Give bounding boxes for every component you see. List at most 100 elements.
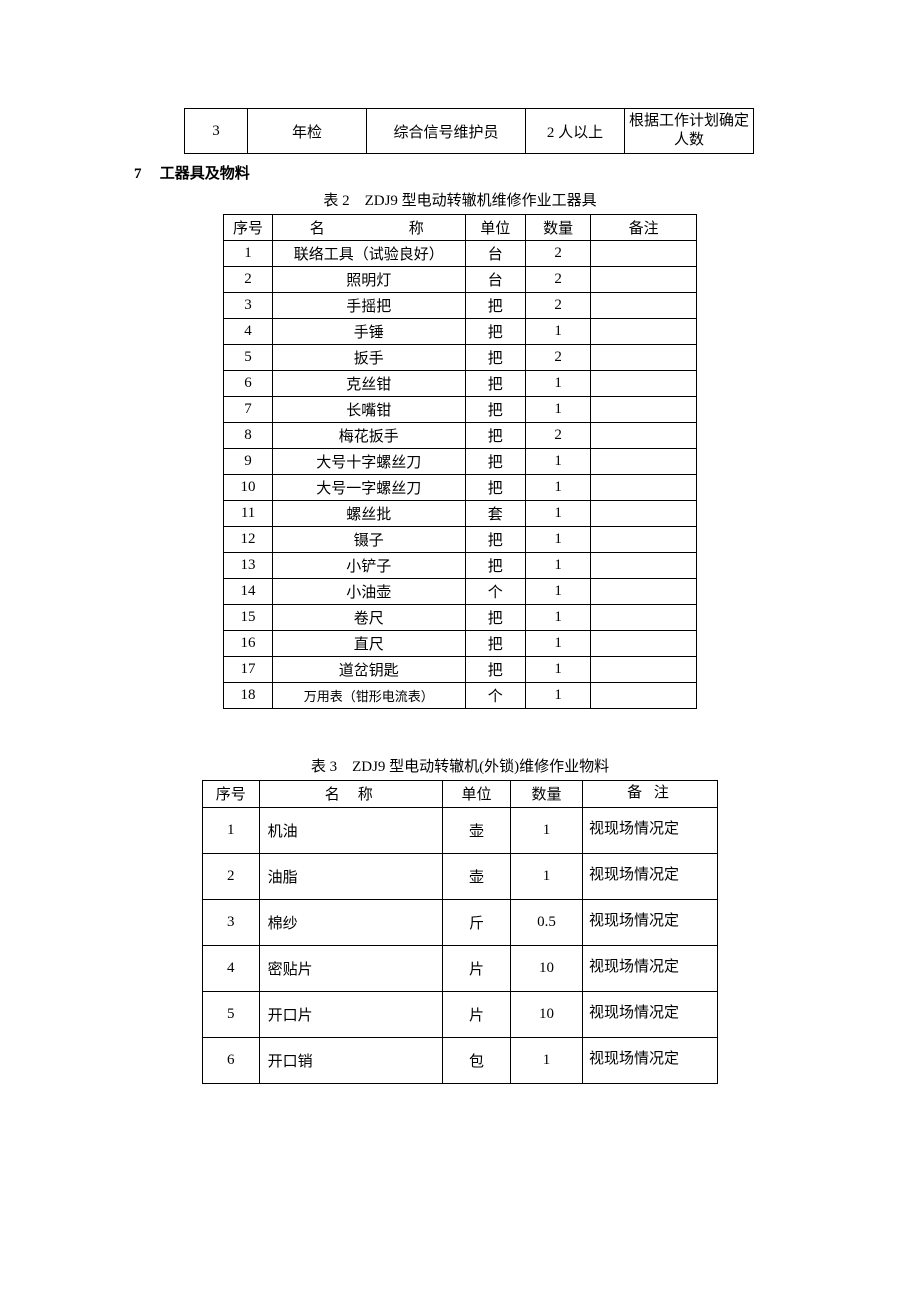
table-row: 13小铲子把1 [224, 553, 697, 579]
cell: 17 [224, 657, 273, 683]
cell: 6 [203, 1037, 260, 1083]
col-unit: 单位 [465, 215, 525, 241]
cell: 1 [525, 605, 590, 631]
cell: 片 [443, 991, 511, 1037]
cell: 油脂 [259, 853, 442, 899]
cell: 14 [224, 579, 273, 605]
cell: 包 [443, 1037, 511, 1083]
cell: 镊子 [273, 527, 465, 553]
cell: 2 [525, 293, 590, 319]
cell: 12 [224, 527, 273, 553]
cell: 1 [525, 631, 590, 657]
cell: 小油壶 [273, 579, 465, 605]
col-name: 名称 [259, 781, 442, 808]
cell [591, 527, 697, 553]
cell: 大号十字螺丝刀 [273, 449, 465, 475]
table-row: 10大号一字螺丝刀把1 [224, 475, 697, 501]
cell: 把 [465, 345, 525, 371]
col-seq: 序号 [203, 781, 260, 808]
cell [591, 553, 697, 579]
col-qty: 数量 [525, 215, 590, 241]
cell: 4 [203, 945, 260, 991]
cell: 1 [203, 807, 260, 853]
cell: 卷尺 [273, 605, 465, 631]
cell-role: 综合信号维护员 [367, 109, 526, 154]
cell: 4 [224, 319, 273, 345]
cell-type: 年检 [248, 109, 367, 154]
cell: 1 [511, 853, 583, 899]
table-row: 14小油壶个1 [224, 579, 697, 605]
table-row: 1联络工具（试验良好）台2 [224, 241, 697, 267]
table-header-row: 序号 名称 单位 数量 备 注 [203, 781, 718, 808]
cell: 2 [525, 241, 590, 267]
cell [591, 267, 697, 293]
cell: 把 [465, 657, 525, 683]
cell: 视现场情况定 [583, 991, 718, 1037]
cell: 1 [525, 371, 590, 397]
cell [591, 397, 697, 423]
cell: 1 [525, 527, 590, 553]
cell: 8 [224, 423, 273, 449]
cell: 梅花扳手 [273, 423, 465, 449]
cell: 3 [224, 293, 273, 319]
col-qty: 数量 [511, 781, 583, 808]
table-row: 2照明灯台2 [224, 267, 697, 293]
table-row: 15卷尺把1 [224, 605, 697, 631]
cell [591, 501, 697, 527]
tools-table: 序号 名 称 单位 数量 备注 1联络工具（试验良好）台22照明灯台23手摇把把… [223, 214, 697, 709]
cell: 长嘴钳 [273, 397, 465, 423]
cell: 0.5 [511, 899, 583, 945]
cell: 13 [224, 553, 273, 579]
table-row: 7长嘴钳把1 [224, 397, 697, 423]
table-row: 4手锤把1 [224, 319, 697, 345]
cell: 直尺 [273, 631, 465, 657]
cell: 小铲子 [273, 553, 465, 579]
table-row: 11螺丝批套1 [224, 501, 697, 527]
cell: 台 [465, 241, 525, 267]
cell: 道岔钥匙 [273, 657, 465, 683]
cell: 1 [525, 501, 590, 527]
cell: 1 [525, 579, 590, 605]
section-7-heading: 7 工器具及物料 [134, 162, 786, 183]
cell: 壶 [443, 807, 511, 853]
cell: 把 [465, 605, 525, 631]
cell [591, 579, 697, 605]
cell: 10 [511, 945, 583, 991]
table2-caption: 表 2 ZDJ9 型电动转辙机维修作业工器具 [134, 189, 786, 210]
cell: 螺丝批 [273, 501, 465, 527]
cell: 2 [525, 423, 590, 449]
col-note: 备 注 [583, 781, 718, 808]
cell [591, 449, 697, 475]
cell-seq: 3 [185, 109, 248, 154]
cell: 1 [224, 241, 273, 267]
col-name: 名 称 [273, 215, 465, 241]
table-row: 18万用表（钳形电流表）个1 [224, 683, 697, 709]
cell: 1 [525, 475, 590, 501]
cell: 视现场情况定 [583, 1037, 718, 1083]
cell: 2 [525, 267, 590, 293]
cell: 5 [224, 345, 273, 371]
cell: 克丝钳 [273, 371, 465, 397]
cell: 2 [525, 345, 590, 371]
table-row: 3棉纱斤0.5视现场情况定 [203, 899, 718, 945]
table-row: 5开口片片10视现场情况定 [203, 991, 718, 1037]
cell: 把 [465, 423, 525, 449]
cell: 开口销 [259, 1037, 442, 1083]
cell: 把 [465, 475, 525, 501]
cell: 把 [465, 527, 525, 553]
cell: 壶 [443, 853, 511, 899]
cell: 棉纱 [259, 899, 442, 945]
cell: 台 [465, 267, 525, 293]
cell: 15 [224, 605, 273, 631]
cell: 5 [203, 991, 260, 1037]
table-row: 9大号十字螺丝刀把1 [224, 449, 697, 475]
cell: 视现场情况定 [583, 899, 718, 945]
cell: 1 [525, 319, 590, 345]
cell: 把 [465, 553, 525, 579]
cell [591, 423, 697, 449]
cell: 16 [224, 631, 273, 657]
cell: 11 [224, 501, 273, 527]
cell: 视现场情况定 [583, 807, 718, 853]
cell: 个 [465, 683, 525, 709]
cell: 3 [203, 899, 260, 945]
